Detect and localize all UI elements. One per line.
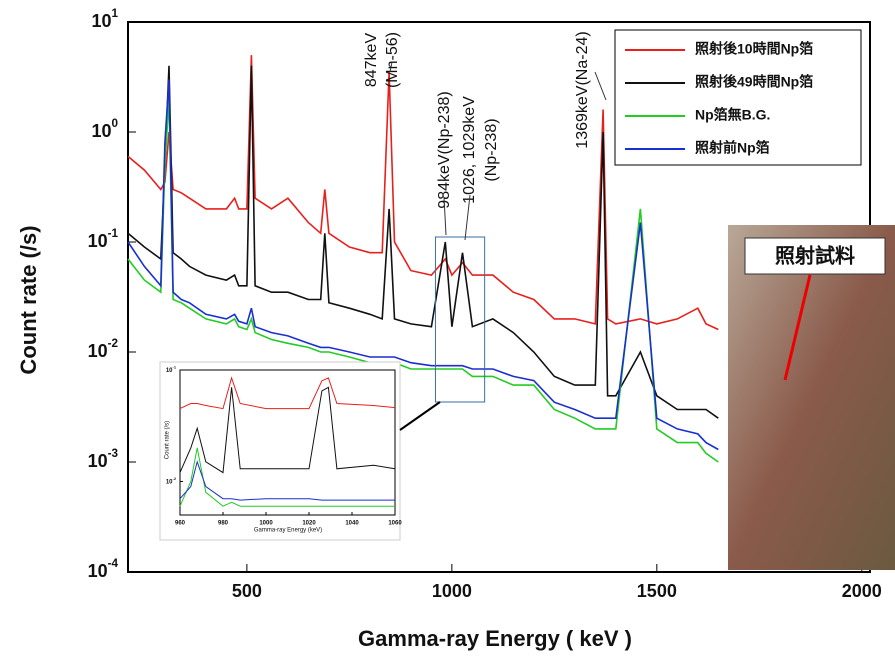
tick-exponent: -2 (173, 476, 177, 481)
x-tick-label: 1500 (637, 581, 677, 601)
tick-exponent: -2 (108, 337, 119, 350)
annotation-arrow (464, 194, 471, 241)
annotation: (Np-238) (483, 118, 500, 181)
x-tick-label: 1020 (302, 521, 316, 527)
x-tick-label: 500 (232, 581, 262, 601)
annotation: 1369keV(Na-24) (574, 31, 591, 148)
photo (728, 225, 895, 570)
annotation-arrow (389, 61, 393, 73)
tick-exponent: -1 (108, 227, 119, 240)
tick-exponent: 0 (111, 117, 118, 130)
legend-box (614, 29, 862, 166)
y-tick-label: 10-1 (88, 227, 119, 251)
legend-label: 照射後49時間Np箔 (695, 74, 813, 90)
x-tick-label: 2000 (842, 581, 882, 601)
y-tick-label: 100 (91, 117, 118, 141)
y-tick-label: 10-1 (166, 364, 177, 373)
tick-exponent: -1 (173, 364, 177, 369)
tick-base: 10 (166, 368, 173, 374)
spectrum-line (127, 65, 719, 419)
tick-base: 10 (166, 479, 173, 485)
x-tick-label: 1060 (388, 521, 402, 527)
spectrum-line (179, 447, 395, 507)
legend-label: 照射後10時間Np箔 (695, 41, 813, 57)
spectrum-line (179, 460, 395, 501)
y-tick-label: 10-3 (88, 447, 119, 471)
inset-x-label: Gamma-ray Energy (keV) (254, 528, 322, 534)
annotation-arrow (443, 196, 447, 236)
photo-label: 照射試料 (775, 243, 855, 267)
tick-base: 10 (88, 451, 108, 471)
legend-label: 照射前Np箔 (695, 140, 770, 156)
tick-exponent: 1 (111, 7, 118, 20)
spectrum-line (127, 79, 719, 451)
x-axis-label: Gamma-ray Energy ( keV ) (358, 626, 632, 651)
tick-base: 10 (88, 341, 108, 361)
spectrum-line (179, 386, 396, 474)
legend-label: Np箔無B.G. (695, 107, 770, 123)
x-tick-label: 980 (218, 521, 229, 527)
tick-base: 10 (91, 11, 111, 31)
photo-arrow (783, 274, 812, 381)
y-tick-label: 10-2 (88, 337, 119, 361)
tick-base: 10 (91, 121, 111, 141)
photo-label-box (744, 237, 886, 275)
tick-exponent: -3 (108, 447, 119, 460)
x-tick-label: 1040 (345, 521, 359, 527)
spectrum-line (179, 376, 396, 410)
y-tick-label: 101 (91, 7, 118, 31)
inset-y-label: Count rate (/s) (165, 421, 171, 459)
annotation: (Mn-56) (384, 32, 401, 88)
zoom-box (434, 236, 486, 403)
y-axis-label: Count rate (/s) (16, 225, 41, 374)
zoom-arrow (399, 401, 441, 431)
plot-frame (179, 369, 396, 516)
y-tick-label: 10-4 (88, 557, 119, 581)
y-tick-label: 10-2 (166, 476, 177, 485)
x-tick-label: 960 (175, 521, 186, 527)
annotation: 1026, 1029keV (461, 96, 478, 204)
tick-exponent: -4 (108, 557, 119, 570)
inset-background (159, 361, 401, 541)
annotation: 984keV(Np-238) (436, 91, 453, 208)
annotation: 847keV (363, 33, 380, 88)
x-tick-label: 1000 (432, 581, 472, 601)
tick-base: 10 (88, 561, 108, 581)
annotation-arrow (594, 71, 607, 101)
x-tick-label: 1000 (259, 521, 273, 527)
tick-base: 10 (88, 231, 108, 251)
